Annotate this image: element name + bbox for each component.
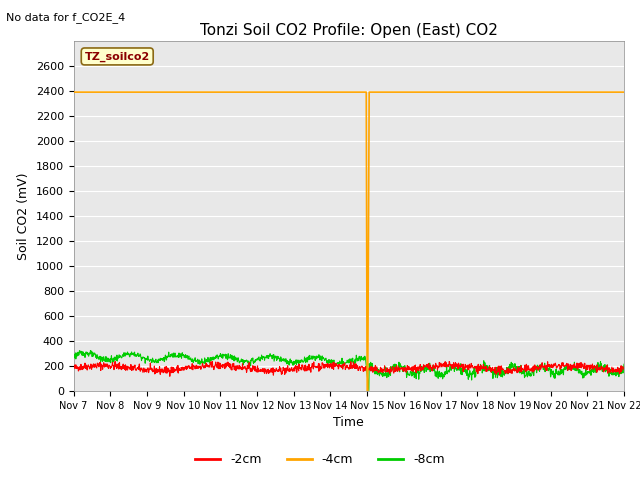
Y-axis label: Soil CO2 (mV): Soil CO2 (mV) <box>17 172 30 260</box>
Title: Tonzi Soil CO2 Profile: Open (East) CO2: Tonzi Soil CO2 Profile: Open (East) CO2 <box>200 23 498 38</box>
Legend: -2cm, -4cm, -8cm: -2cm, -4cm, -8cm <box>190 448 450 471</box>
Text: No data for f_CO2E_4: No data for f_CO2E_4 <box>6 12 125 23</box>
X-axis label: Time: Time <box>333 417 364 430</box>
Text: TZ_soilco2: TZ_soilco2 <box>84 51 150 61</box>
